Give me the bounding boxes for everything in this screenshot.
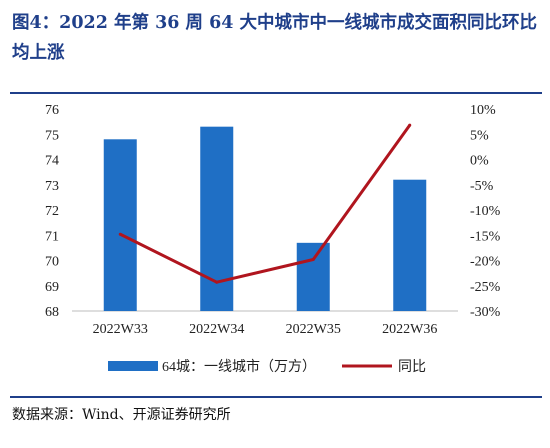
y-left-tick-label: 73 xyxy=(45,179,59,194)
y-right-tick-label: 5% xyxy=(470,128,489,143)
y-right-tick-label: 10% xyxy=(470,103,496,118)
y-left-tick-label: 76 xyxy=(45,103,59,118)
y-right-tick-label: -25% xyxy=(470,280,501,295)
line-series xyxy=(118,123,412,284)
y-right-tick-label: 0% xyxy=(470,154,489,169)
legend-label-bar: 64城：一线城市（万方） xyxy=(162,358,316,375)
y-right-tick-label: -20% xyxy=(470,255,501,270)
x-tick-label: 2022W35 xyxy=(286,322,341,337)
x-tick-label: 2022W34 xyxy=(189,322,244,337)
y-left-tick-label: 74 xyxy=(45,154,59,169)
bar-series xyxy=(103,126,427,311)
line-point xyxy=(408,123,412,127)
title-rule xyxy=(10,92,542,94)
x-tick-label: 2022W33 xyxy=(93,322,148,337)
legend: 64城：一线城市（万方） 同比 xyxy=(108,358,426,375)
legend-swatch-bar xyxy=(108,361,158,371)
bar xyxy=(296,242,330,311)
bar xyxy=(103,139,137,311)
source-rule xyxy=(10,396,542,398)
line-point xyxy=(215,280,219,284)
y-right-tick-label: -5% xyxy=(470,179,494,194)
y-left-tick-label: 75 xyxy=(45,128,59,143)
y-left-tick-label: 69 xyxy=(45,280,59,295)
bar xyxy=(393,179,427,311)
line-point xyxy=(311,257,315,261)
line-path xyxy=(119,124,411,284)
y-left-tick-label: 72 xyxy=(45,204,59,219)
y-right-tick-label: -15% xyxy=(470,229,501,244)
y-right-tick-label: -10% xyxy=(470,204,501,219)
data-source: 数据来源：Wind、开源证券研究所 xyxy=(12,407,231,423)
line-point xyxy=(118,232,122,236)
y-left-tick-label: 70 xyxy=(45,255,59,270)
chart-title: 图4：2022 年第 36 周 64 大中城市中一线城市成交面积同比环比均上涨 xyxy=(12,13,538,63)
legend-label-line: 同比 xyxy=(398,359,426,375)
y-right-tick-label: -30% xyxy=(470,305,501,320)
x-tick-label: 2022W36 xyxy=(382,322,437,337)
y-left-tick-label: 68 xyxy=(45,305,59,320)
y-left-tick-label: 71 xyxy=(45,229,59,244)
axes: 68 69 70 71 72 73 74 75 76 -30% -25% -20% -15% -10% -5… xyxy=(45,103,501,337)
